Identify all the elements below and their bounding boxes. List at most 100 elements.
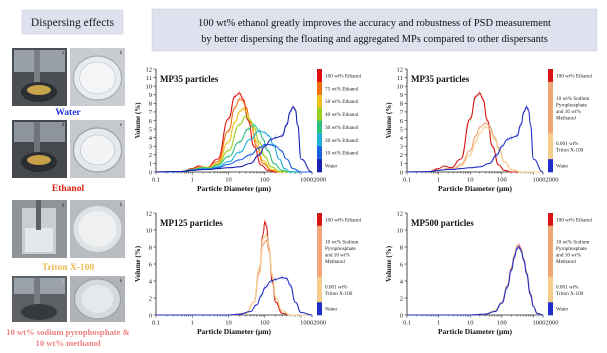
x-tick-label: 10002000 xyxy=(300,320,326,327)
legend-label: 100 wt% Ethanol xyxy=(556,217,593,223)
legend-swatch xyxy=(317,81,322,96)
chart-title: MP35 particles xyxy=(411,74,470,84)
series-line-3 xyxy=(406,125,543,173)
y-tick-label: 4 xyxy=(149,278,153,285)
y-tick-label: 6 xyxy=(149,118,153,125)
x-tick-label: 10002000 xyxy=(532,177,558,184)
chart-title: MP35 particles xyxy=(160,74,219,84)
headline-box xyxy=(151,8,598,52)
caption-sodium-line1: 10 wt% sodium pyrophosphate & xyxy=(6,327,130,337)
photo-e xyxy=(70,120,125,178)
legend-swatch xyxy=(317,213,322,227)
y-tick-label: 9 xyxy=(400,92,403,99)
legend-swatch xyxy=(548,81,553,134)
y-tick-label: 0 xyxy=(400,169,403,176)
y-tick-label: 11 xyxy=(397,75,403,82)
chart-legend: 100 wt% Ethanol 75 wt% Ethanol 50 wt% Etha… xyxy=(317,69,362,173)
x-tick-label: 10 xyxy=(225,177,232,184)
x-tick-label: 1 xyxy=(191,177,194,184)
x-tick-label: 10 xyxy=(467,177,474,184)
photo-d xyxy=(12,120,67,178)
legend-label: 50 wt% Ethanol xyxy=(325,99,359,105)
legend-swatch xyxy=(548,276,553,303)
chart-legend: 100 wt% Ethanol 10 wt% SodiumPyrophosphat… xyxy=(548,69,593,173)
legend-label: 10 wt% Ethanol xyxy=(325,151,359,157)
legend-label: 30 wt% Ethanol xyxy=(325,125,359,131)
y-tick-label: 0 xyxy=(149,169,152,176)
legend-label: and 10 wt% xyxy=(556,109,581,115)
y-tick-label: 12 xyxy=(146,210,153,217)
x-tick-label: 100 xyxy=(260,177,270,184)
photo-letter-h: h xyxy=(120,203,123,208)
x-tick-label: 10002000 xyxy=(300,177,326,184)
left-title-box xyxy=(21,9,124,35)
legend-swatch xyxy=(317,276,322,303)
legend-label: and 10 wt% xyxy=(556,253,581,259)
y-tick-label: 10 xyxy=(397,83,404,90)
photo-letter-j: j xyxy=(61,279,63,284)
legend-swatch xyxy=(317,69,322,83)
legend-label: 100 wt% Ethanol xyxy=(556,73,593,79)
y-tick-label: 4 xyxy=(400,278,404,285)
caption-sodium-line2: 10 wt% methanol xyxy=(36,338,102,348)
legend-label: 0.001 wt% xyxy=(325,284,348,290)
photo-k xyxy=(70,276,125,322)
series-line-1 xyxy=(156,220,312,316)
y-tick-label: 1 xyxy=(400,161,403,168)
chart-legend: 100 wt% Ethanol 10 wt% SodiumPyrophosphat… xyxy=(548,213,593,316)
psd-chart-3: 0 2 4 6 8 10 12 0.1 1 10 100 10002000 Particle Diame… xyxy=(134,210,362,336)
caption-water: Water xyxy=(55,108,81,118)
y-tick-label: 3 xyxy=(149,144,152,151)
legend-label: Methanol xyxy=(556,259,576,265)
series-line-4 xyxy=(156,277,313,316)
legend-swatch xyxy=(317,94,322,108)
y-tick-label: 3 xyxy=(400,144,403,151)
legend-swatch xyxy=(548,159,553,173)
legend-swatch xyxy=(548,302,553,316)
dispersing-effects-panel: Dispersing effects a b Water xyxy=(6,9,130,348)
legend-swatch xyxy=(317,107,322,121)
y-tick-label: 7 xyxy=(400,109,404,116)
legend-label: Water xyxy=(556,307,569,313)
x-tick-label: 1 xyxy=(191,320,194,327)
series-line-4 xyxy=(406,106,544,173)
y-tick-label: 7 xyxy=(149,109,153,116)
series-line-3 xyxy=(156,233,312,316)
legend-label: Methanol xyxy=(556,115,576,121)
y-tick-label: 6 xyxy=(400,118,404,125)
y-tick-label: 2 xyxy=(149,295,152,302)
chart-legend: 100 wt% Ethanol 10 wt% SodiumPyrophosphat… xyxy=(317,213,362,316)
y-tick-label: 2 xyxy=(149,152,152,159)
headline-line-1: 100 wt% ethanol greatly improves the acc… xyxy=(198,18,551,29)
legend-label: 0.001 wt% xyxy=(556,141,579,147)
photo-j xyxy=(12,276,67,322)
legend-swatch xyxy=(317,146,322,160)
y-tick-label: 2 xyxy=(400,295,403,302)
y-tick-label: 4 xyxy=(149,135,153,142)
x-tick-label: 0.1 xyxy=(403,320,411,327)
photo-letter-k: k xyxy=(120,279,123,284)
photo-letter-d: d xyxy=(62,123,65,128)
x-axis-label: Particle Diameter (μm) xyxy=(438,327,513,336)
x-tick-label: 10002000 xyxy=(532,320,558,327)
photo-g xyxy=(12,200,67,258)
series-line-2 xyxy=(406,122,543,173)
y-tick-label: 5 xyxy=(149,126,152,133)
legend-swatch xyxy=(548,133,553,160)
legend-label: Water xyxy=(325,164,338,170)
photo-row-ethanol: d e Ethanol xyxy=(12,120,125,194)
photo-row-sodium: j k 10 wt% sodium pyrophosphate & 10 wt%… xyxy=(6,276,130,348)
x-axis-label: Particle Diameter (μm) xyxy=(197,184,272,193)
psd-chart-4: 0 2 4 6 8 10 12 0.1 1 10 100 10002000 Particle Diame… xyxy=(385,210,593,336)
headline-banner: 100 wt% ethanol greatly improves the acc… xyxy=(151,8,598,52)
y-tick-label: 9 xyxy=(149,92,152,99)
y-tick-label: 1 xyxy=(149,161,152,168)
legend-label: 10 wt% Sodium xyxy=(325,240,358,246)
legend-label: Water xyxy=(556,164,569,170)
photo-row-water: a b Water xyxy=(12,48,125,118)
x-tick-label: 100 xyxy=(260,320,270,327)
x-tick-label: 1 xyxy=(437,320,440,327)
y-axis-label: Volume (%) xyxy=(385,245,393,282)
legend-label: Pyrophosphate xyxy=(556,246,588,252)
